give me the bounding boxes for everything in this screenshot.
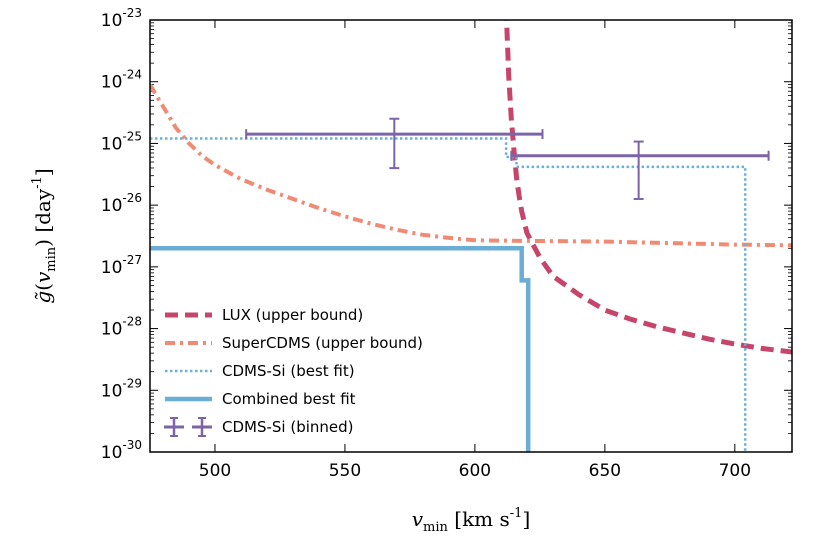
y-label-unit-close: ] (31, 168, 55, 176)
series-lux-upper-bound (504, 20, 792, 355)
legend-item: SuperCDMS (upper bound) (165, 334, 423, 352)
y-tick-label-exponent: -29 (122, 376, 142, 390)
y-tick-label-base: 10 (101, 196, 123, 216)
y-label-paren: ( (31, 283, 55, 291)
plot-area (150, 20, 792, 452)
y-tick-label-exponent: -26 (122, 191, 142, 205)
legend-item: Combined best fit (165, 390, 356, 408)
x-label-unit: [km s (448, 507, 510, 531)
y-tick-label: 10-29 (101, 376, 142, 401)
y-tick-label-exponent: -23 (122, 6, 142, 20)
y-tick-label-exponent: -27 (122, 253, 142, 267)
y-tick-label-exponent: -30 (122, 438, 142, 452)
y-tick-label-exponent: -28 (122, 315, 142, 329)
y-tick-label-base: 10 (101, 320, 123, 340)
x-tick-label: 600 (459, 461, 491, 481)
x-tick-label: 700 (719, 461, 751, 481)
y-tick-label-base: 10 (101, 258, 123, 278)
legend-label: LUX (upper bound) (222, 306, 363, 324)
y-tick-label-exponent: -24 (122, 68, 142, 82)
legend-label: CDMS-Si (best fit) (222, 362, 355, 380)
series-supercdms-upper-bound (150, 83, 792, 248)
plot-frame (149, 19, 793, 453)
y-tick-label: 10-27 (101, 253, 142, 278)
legend-item: CDMS-Si (best fit) (165, 362, 355, 380)
errorbar-point (510, 140, 770, 200)
errorbar-point (245, 117, 544, 170)
y-label-var: v (31, 271, 55, 283)
x-tick-label: 650 (589, 461, 621, 481)
legend-item: LUX (upper bound) (165, 306, 363, 324)
x-label-unit-exponent: -1 (510, 506, 523, 521)
legend-label: SuperCDMS (upper bound) (222, 334, 423, 352)
y-label-unit: ) [day (31, 188, 55, 247)
tick-layer: 500 550 600 650 70010-3010-2910-2810-2710-26… (101, 6, 792, 481)
y-tick-label: 10-25 (101, 129, 142, 154)
y-label-unit-exponent: -1 (30, 176, 45, 189)
y-tick-label: 10-24 (101, 68, 142, 93)
y-axis-label: g̃(vmin) [day-1] (30, 168, 59, 303)
y-tick-label: 10-23 (101, 6, 142, 31)
series-combined-best-fit (150, 246, 531, 452)
series-layer (150, 20, 792, 452)
x-tick-label: 500 (199, 461, 231, 481)
legend-item: CDMS-Si (binned) (164, 417, 354, 437)
y-label-subscript: min (44, 246, 59, 271)
y-tick-label-exponent: -25 (122, 129, 142, 143)
y-tick-label-base: 10 (101, 443, 123, 463)
y-tick-label-base: 10 (101, 11, 123, 31)
y-tick-label: 10-30 (101, 438, 142, 463)
y-tick-label: 10-26 (101, 191, 142, 216)
legend-label: Combined best fit (222, 390, 356, 408)
y-label-symbol: g̃ (31, 291, 55, 304)
x-label-unit-close: ] (522, 507, 530, 531)
x-tick-label: 550 (329, 461, 361, 481)
legend: LUX (upper bound) SuperCDMS (upper bound)… (164, 306, 423, 437)
x-axis-label: vmin [km s-1] (412, 506, 531, 535)
x-label-symbol: v (412, 507, 424, 531)
y-tick-label-base: 10 (101, 134, 123, 154)
y-tick-label-base: 10 (101, 381, 123, 401)
y-tick-label-base: 10 (101, 73, 123, 93)
y-tick-label: 10-28 (101, 315, 142, 340)
legend-label: CDMS-Si (binned) (222, 418, 354, 436)
x-label-subscript: min (423, 520, 448, 535)
